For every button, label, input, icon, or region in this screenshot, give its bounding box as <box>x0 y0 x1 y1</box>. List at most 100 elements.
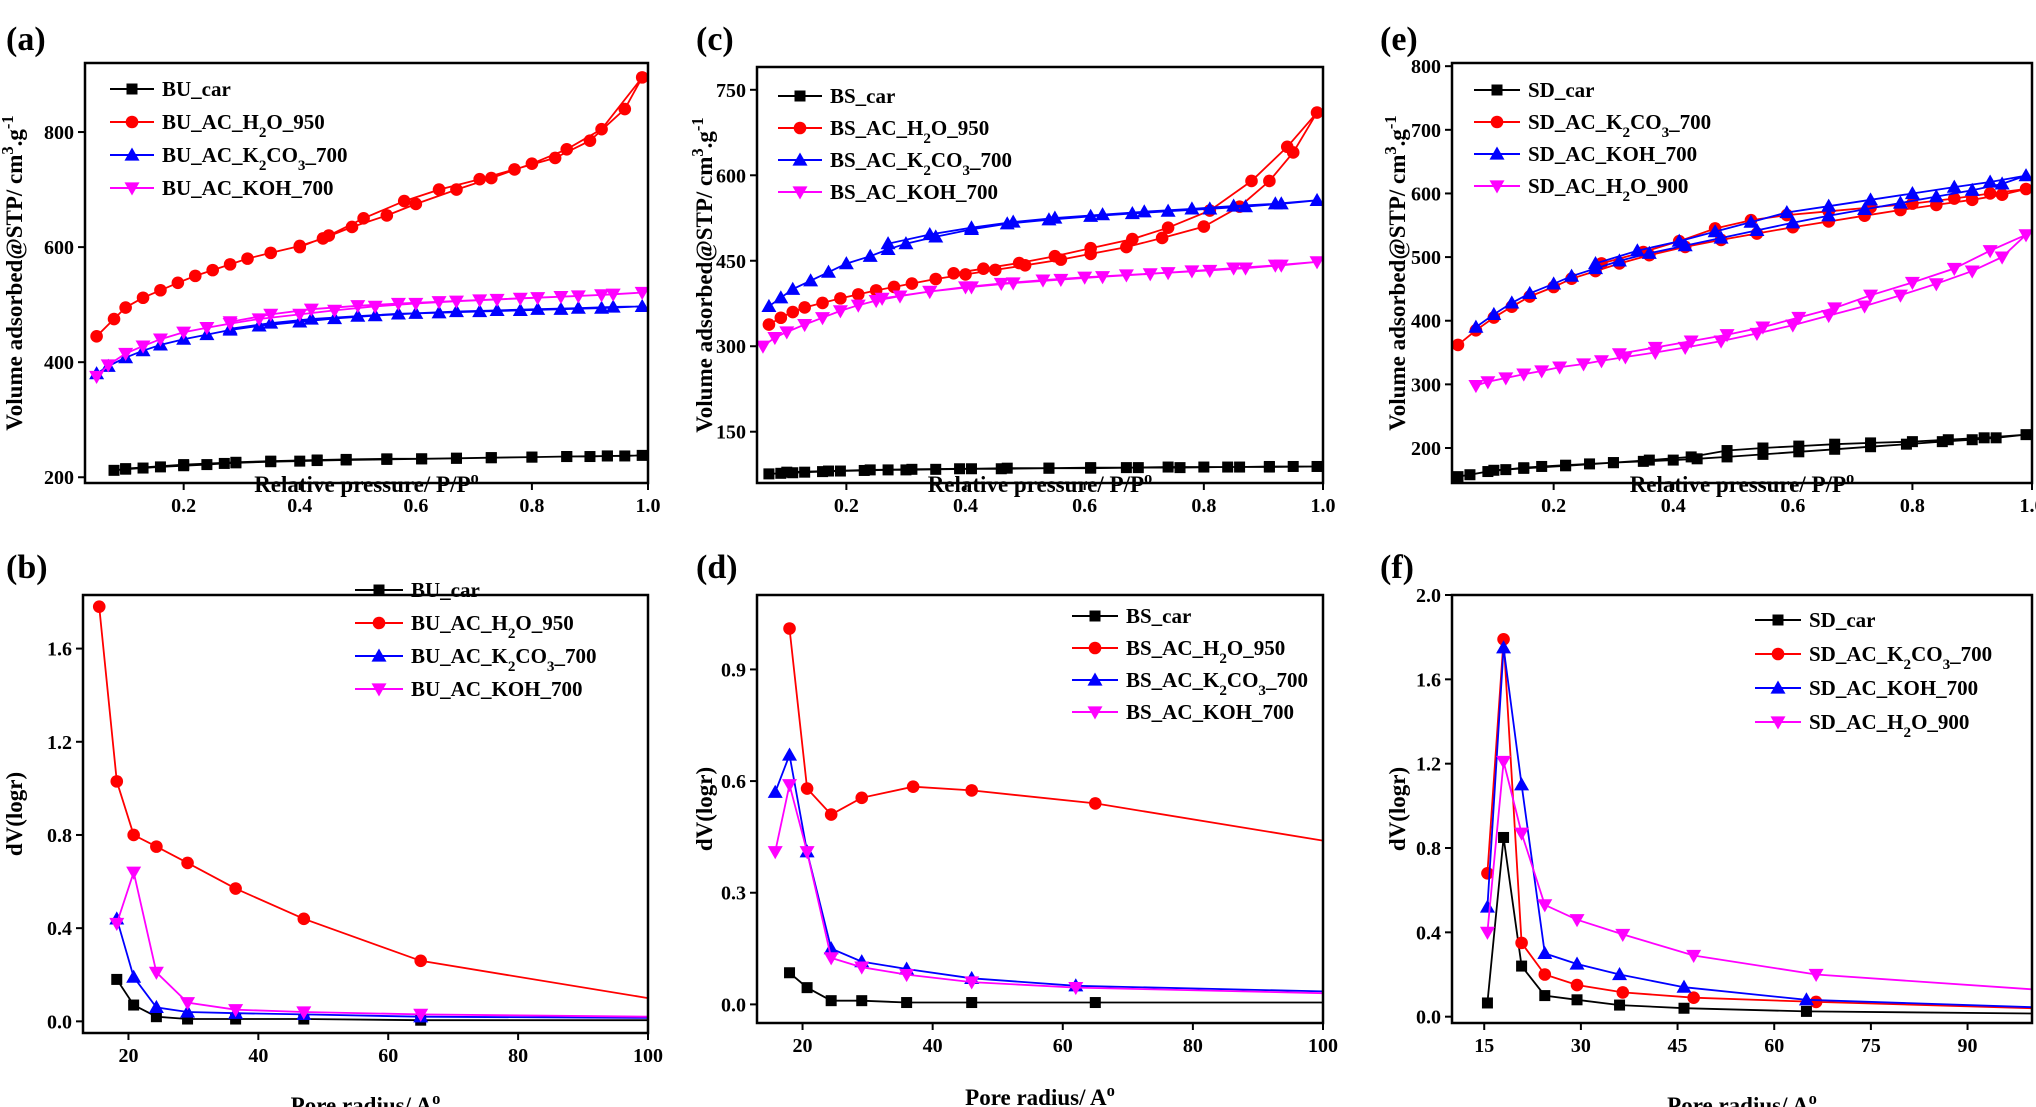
legend-label: SD_AC_H2O_900 <box>1528 174 1688 205</box>
data-point <box>2018 229 2032 243</box>
data-point <box>1514 827 1530 841</box>
data-point <box>850 299 866 313</box>
data-point <box>1900 438 1912 450</box>
data-point <box>126 866 142 880</box>
legend-marker <box>1087 672 1103 686</box>
x-tick-label: 0.6 <box>1780 495 1805 517</box>
data-point <box>864 464 876 476</box>
data-point <box>1161 221 1175 235</box>
x-tick-label: 80 <box>1183 1035 1203 1057</box>
data-point <box>773 290 789 304</box>
data-point <box>1906 436 1918 448</box>
y-axis-label: dV(logr) <box>1385 767 1410 851</box>
data-point <box>1088 797 1102 810</box>
x-tick-label: 15 <box>1474 1035 1494 1057</box>
data-point <box>1184 265 1200 279</box>
data-point <box>1068 982 1084 996</box>
data-point <box>965 784 978 797</box>
data-point <box>1808 968 1824 983</box>
y-tick-label: 2.0 <box>1416 585 1441 607</box>
data-point <box>1713 335 1729 349</box>
data-point <box>1238 199 1254 213</box>
series-2 <box>89 298 648 380</box>
data-point <box>605 288 621 302</box>
legend-label: BS_AC_K2CO3_700 <box>1126 668 1308 699</box>
series-3 <box>767 779 1323 996</box>
data-point <box>594 300 610 314</box>
data-point <box>230 1013 242 1025</box>
y-tick-label: 0.9 <box>721 659 746 681</box>
legend-label: BS_AC_H2O_950 <box>1126 636 1285 667</box>
data-point <box>1537 945 1553 960</box>
data-point <box>1928 278 1944 292</box>
data-point <box>1546 276 1562 290</box>
data-point <box>1226 198 1242 212</box>
data-point <box>838 256 854 270</box>
data-point <box>1482 466 1494 478</box>
data-point <box>327 304 343 318</box>
data-point <box>110 775 124 788</box>
data-point <box>1085 462 1097 474</box>
x-tick-label: 0.6 <box>403 495 428 517</box>
data-point <box>1637 455 1649 467</box>
data-point <box>782 747 798 761</box>
data-point <box>230 456 242 468</box>
data-point <box>1001 462 1013 474</box>
data-point <box>834 292 847 305</box>
data-point <box>127 828 140 842</box>
data-point <box>1077 271 1093 285</box>
data-point <box>154 283 167 297</box>
legend-label: SD_AC_KOH_700 <box>1809 676 1978 700</box>
y-tick-label: 400 <box>1411 311 1441 333</box>
legend-marker <box>373 584 385 596</box>
data-point <box>803 273 819 287</box>
data-point <box>767 846 783 860</box>
y-tick-label: 500 <box>1411 247 1441 269</box>
data-point <box>251 313 267 327</box>
data-point <box>1452 338 1465 352</box>
data-point <box>472 304 488 318</box>
data-point <box>1481 997 1493 1009</box>
data-point <box>779 326 795 340</box>
legend-label: BU_AC_H2O_950 <box>162 110 325 141</box>
data-point <box>1821 208 1837 222</box>
x-tick-label: 0.4 <box>1661 495 1686 517</box>
x-tick-label: 0.8 <box>519 495 544 517</box>
panel-label: (e) <box>1380 21 1418 58</box>
data-point <box>1537 899 1553 913</box>
series-2 <box>761 192 1323 312</box>
data-point <box>1676 979 1692 993</box>
data-point <box>1245 174 1258 188</box>
data-point <box>181 856 194 870</box>
data-point <box>1124 205 1140 220</box>
data-point <box>817 466 829 478</box>
x-tick-label: 45 <box>1668 1035 1688 1057</box>
y-tick-label: 0.4 <box>47 918 72 940</box>
data-point <box>188 269 202 283</box>
data-point <box>561 451 573 463</box>
panel-label: (c) <box>696 21 734 58</box>
data-point <box>1142 268 1158 282</box>
data-point <box>1983 187 1997 200</box>
x-axis-label: Relative pressure/ P/Po <box>928 468 1153 498</box>
series-line <box>1486 837 2032 1015</box>
data-point <box>1947 192 1961 205</box>
data-point <box>966 997 978 1009</box>
x-tick-label: 0.4 <box>287 495 312 517</box>
x-tick-label: 0.6 <box>1072 495 1097 517</box>
legend-marker <box>125 115 139 129</box>
data-point <box>1667 454 1679 466</box>
legend-label: BU_car <box>411 578 480 602</box>
data-point <box>512 302 528 317</box>
series-0 <box>763 460 1323 480</box>
series-line <box>1486 761 2032 991</box>
legend-marker <box>793 121 807 135</box>
data-point <box>823 952 839 966</box>
series-0 <box>1481 831 2032 1017</box>
legend-marker <box>1491 84 1503 96</box>
data-point <box>1012 256 1026 270</box>
legend-label: SD_AC_K2CO3_700 <box>1809 642 1992 673</box>
data-point <box>1198 461 1210 473</box>
data-point <box>135 340 151 354</box>
